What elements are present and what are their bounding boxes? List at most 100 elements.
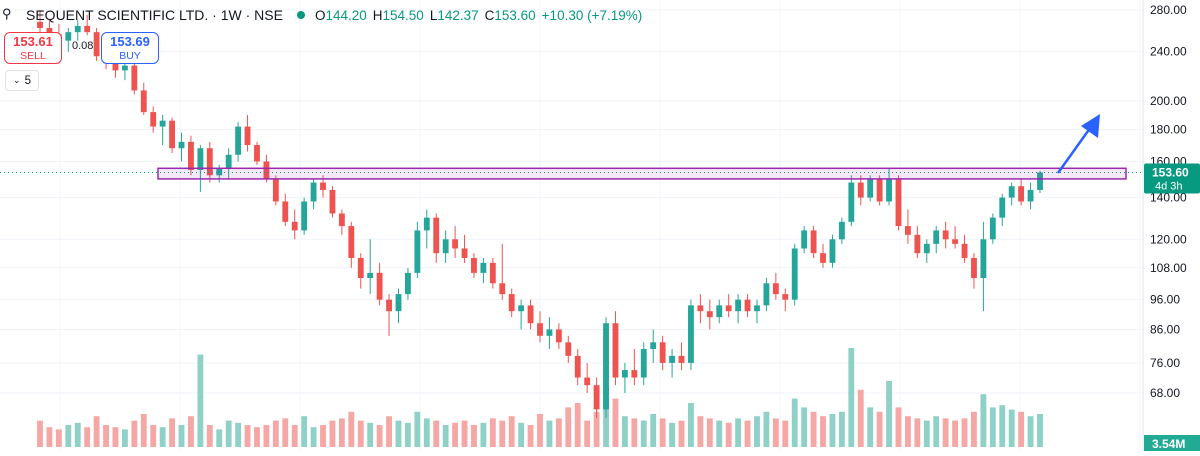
volume-bar — [348, 411, 355, 447]
low-value: 142.37 — [437, 7, 479, 23]
price-tick-label: 68.00 — [1150, 386, 1180, 400]
volume-bar — [688, 403, 694, 447]
volume-bar — [169, 418, 175, 447]
candle-body — [1018, 186, 1025, 202]
candle-body — [348, 226, 355, 258]
candle-body — [263, 161, 270, 179]
candle-body — [999, 197, 1006, 218]
candle-body — [489, 262, 496, 284]
candle-body — [697, 305, 704, 312]
volume-bar — [405, 422, 411, 447]
lots-dropdown[interactable]: ⌄ 5 — [5, 70, 39, 91]
candle-body — [980, 239, 987, 279]
volume-bar — [820, 416, 826, 447]
candle-body — [112, 63, 119, 71]
volume-bar — [801, 407, 808, 447]
volume-bar — [537, 414, 543, 447]
high-label: H — [372, 7, 383, 23]
candle-body — [131, 65, 138, 91]
countdown-value: 4d 3h — [1155, 180, 1183, 192]
candle-body — [659, 342, 666, 363]
candle-body — [961, 243, 968, 258]
candle-body — [555, 329, 562, 343]
volume-bar — [131, 420, 138, 447]
volume-bar — [480, 422, 487, 447]
volume-bar — [791, 398, 798, 447]
buy-button[interactable]: 153.69 BUY — [101, 32, 159, 64]
volume-bar — [433, 420, 440, 447]
candle-body — [716, 305, 723, 318]
volume-bar — [980, 394, 987, 447]
price-axis: 280.00240.00200.00180.00160.00140.00120.… — [1142, 0, 1200, 451]
candle-body — [621, 370, 628, 378]
lots-value: 5 — [24, 74, 31, 87]
candle-body — [301, 201, 308, 231]
volume-bar — [338, 418, 345, 447]
candle-body — [574, 355, 581, 378]
low-label: L — [429, 7, 438, 23]
volume-bar — [188, 416, 194, 447]
volume-bar — [838, 411, 845, 447]
volume-bar — [706, 418, 713, 447]
candle-body — [188, 141, 194, 171]
volume-bar — [225, 420, 232, 447]
close-value: 153.60 — [494, 7, 536, 23]
volume-bar — [55, 429, 62, 447]
candle-body — [706, 311, 713, 318]
price-tick-label: 76.00 — [1150, 356, 1180, 370]
candle-body — [452, 239, 459, 249]
volume-bar — [876, 411, 883, 447]
candle-body — [537, 323, 543, 336]
candle-body — [829, 239, 836, 263]
volume-bar — [905, 416, 911, 447]
candle-body — [876, 178, 883, 202]
volume-bar — [395, 420, 402, 447]
volume-bar — [159, 427, 166, 447]
candle-body — [669, 355, 675, 363]
volume-bar — [489, 418, 496, 447]
volume-bar — [989, 407, 996, 447]
volume-bar — [84, 427, 91, 447]
volume-bar — [857, 389, 864, 447]
candle-body — [442, 239, 449, 254]
candle-body — [810, 230, 817, 254]
candle-body — [527, 305, 534, 324]
candle-body — [291, 221, 298, 231]
volume-bar — [37, 420, 43, 447]
candle-body — [376, 272, 383, 300]
volume-bar — [272, 420, 279, 447]
volume-bar — [423, 418, 430, 447]
market-status-icon — [296, 11, 305, 19]
candle-body — [725, 305, 732, 312]
candle-body — [386, 299, 392, 312]
volume-bar — [555, 418, 562, 447]
candle-body — [820, 253, 826, 263]
candle-body — [933, 230, 940, 244]
volume-bar — [518, 422, 525, 447]
volume-badge — [1144, 435, 1200, 451]
sell-button[interactable]: 153.61 SELL — [4, 32, 62, 64]
candle-body — [782, 294, 789, 300]
volume-bar — [442, 425, 449, 447]
candle-body — [772, 283, 779, 295]
candle-body — [565, 342, 572, 356]
chevron-down-icon: ⌄ — [13, 75, 21, 85]
candle-body — [886, 178, 892, 202]
candle-body — [952, 239, 959, 244]
candle-body — [688, 305, 694, 363]
candle-body — [763, 283, 770, 306]
resistance-zone-rect — [157, 167, 1127, 180]
arrow-icon — [1081, 114, 1100, 138]
volume-bar — [329, 420, 336, 447]
volume-bar — [914, 418, 921, 447]
volume-bar — [320, 425, 326, 447]
symbol-title[interactable]: SEQUENT SCIENTIFIC LTD. · 1W · NSE — [26, 7, 283, 23]
volume-bar — [65, 425, 72, 447]
candle-body — [320, 182, 326, 190]
volume-bar — [961, 418, 968, 447]
search-icon[interactable]: ⚲ — [2, 6, 12, 21]
legend-header: ⚲ SEQUENT SCIENTIFIC LTD. · 1W · NSE O 14… — [0, 0, 648, 30]
candle-body — [197, 148, 204, 171]
